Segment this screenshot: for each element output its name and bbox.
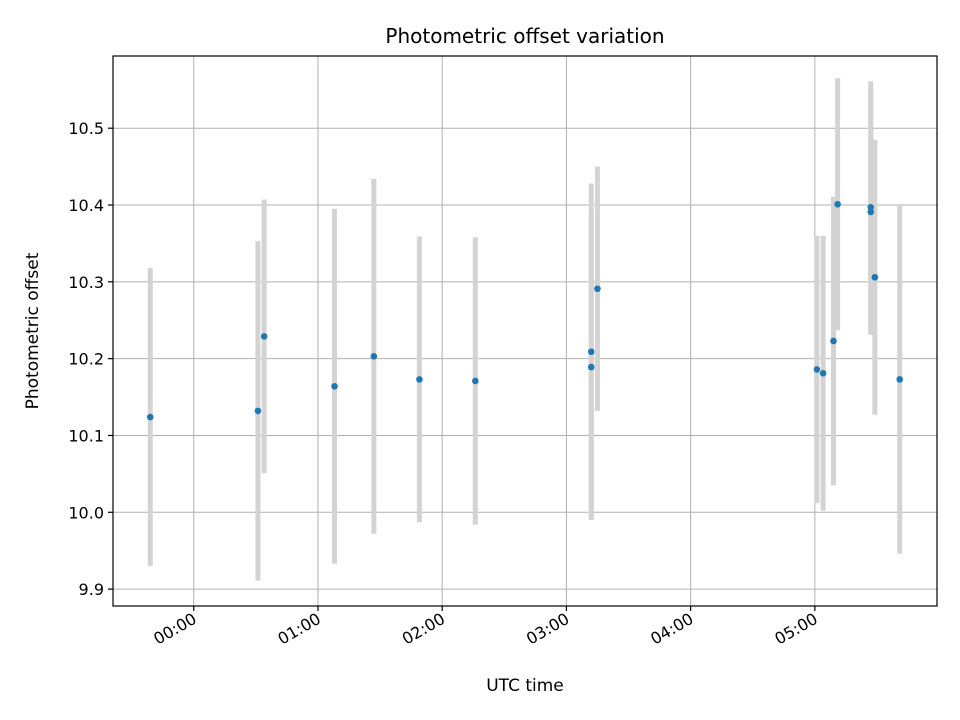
data-point	[416, 376, 423, 383]
data-point	[830, 337, 837, 345]
data-point	[254, 407, 262, 415]
data-point	[472, 377, 479, 385]
data-point	[370, 353, 378, 360]
y-tick-label: 10.2	[68, 350, 104, 369]
data-points	[146, 200, 904, 421]
y-tick-label: 10.1	[68, 426, 104, 445]
y-tick-label: 10.5	[68, 119, 104, 138]
y-tick-label: 9.9	[79, 580, 104, 599]
x-axis-label: UTC time	[486, 676, 564, 696]
data-point	[867, 204, 875, 211]
data-point	[867, 208, 875, 216]
data-point	[331, 383, 338, 390]
y-axis-label: Photometric offset	[23, 252, 43, 409]
data-point	[871, 273, 879, 281]
data-point	[146, 413, 154, 421]
chart-title: Photometric offset variation	[385, 24, 664, 48]
data-point	[587, 363, 595, 371]
y-tick-label: 10.4	[68, 196, 104, 215]
data-point	[594, 285, 601, 293]
y-tick-label: 10.0	[68, 503, 104, 522]
data-point	[896, 376, 904, 383]
plot-frame	[112, 55, 938, 607]
data-point	[819, 369, 827, 377]
data-point	[834, 200, 841, 208]
data-point	[813, 366, 821, 373]
y-tick-label: 10.3	[68, 273, 104, 292]
grid	[113, 56, 937, 606]
data-point	[260, 333, 268, 340]
data-point	[587, 348, 595, 356]
y-axis: 9.9 10.0 10.1 10.2 10.3 10.4 10.5	[68, 119, 113, 599]
